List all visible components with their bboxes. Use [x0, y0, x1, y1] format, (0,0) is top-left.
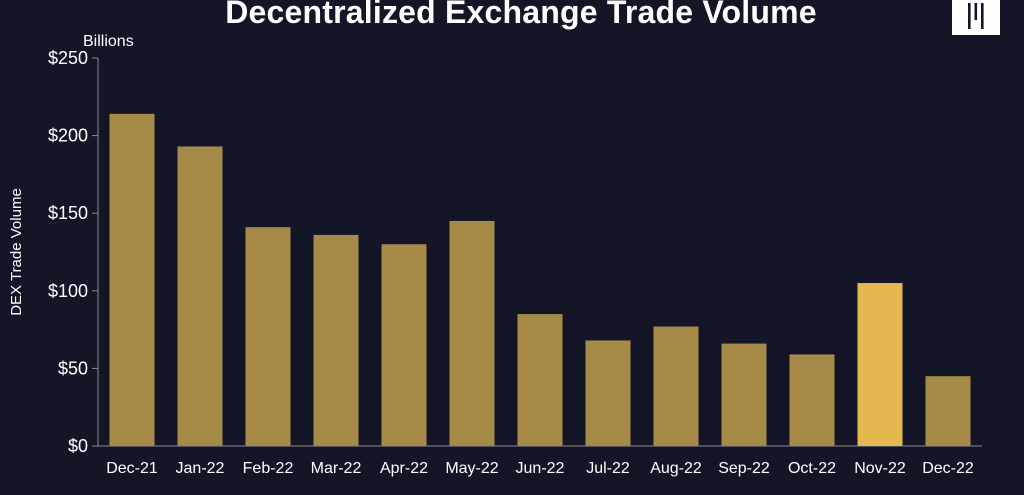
bars [109, 113, 971, 447]
x-tick-label: Aug-22 [650, 460, 702, 477]
x-tick-label: Mar-22 [311, 460, 362, 477]
x-tick-label: Nov-22 [854, 460, 906, 477]
x-ticks: Dec-21 Jan-22 Feb-22 Mar-22 Apr-22 May-22 Jun-… [106, 460, 974, 477]
x-tick-label: Jul-22 [586, 460, 630, 477]
x-tick-label: Sep-22 [718, 460, 770, 477]
y-ticks: $0 $50 $100 $150 $200 $250 [48, 48, 98, 456]
bar-dec-22 [925, 376, 971, 446]
bar-feb-22 [245, 227, 291, 446]
bar-aug-22 [653, 326, 699, 446]
x-tick-label: Dec-21 [106, 460, 158, 477]
y-tick-label: $150 [48, 203, 88, 223]
y-tick-label: $200 [48, 126, 88, 146]
y-tick-label: $50 [58, 358, 88, 378]
bar-nov-22 [857, 283, 903, 446]
x-tick-label: Dec-22 [922, 460, 974, 477]
x-tick-label: Feb-22 [243, 460, 294, 477]
y-axis-label: DEX Trade Volume [8, 188, 25, 316]
y-tick-label: $100 [48, 281, 88, 301]
bar-dec-21 [109, 113, 155, 446]
bar-mar-22 [313, 234, 359, 446]
chart-title: Decentralized Exchange Trade Volume [225, 0, 817, 30]
y-tick-label: $250 [48, 48, 88, 68]
x-tick-label: Oct-22 [788, 460, 836, 477]
logo-icon [952, 0, 1000, 35]
x-tick-label: Jan-22 [176, 460, 225, 477]
units-label: Billions [83, 33, 134, 50]
x-tick-label: Apr-22 [380, 460, 428, 477]
y-tick-label: $0 [68, 436, 88, 456]
x-tick-label: May-22 [445, 460, 498, 477]
bar-jan-22 [177, 146, 223, 447]
bar-may-22 [449, 220, 495, 446]
bar-jun-22 [517, 314, 563, 446]
bar-jul-22 [585, 340, 631, 446]
x-tick-label: Jun-22 [516, 460, 565, 477]
bar-oct-22 [789, 354, 835, 446]
bar-sep-22 [721, 343, 767, 446]
bar-apr-22 [381, 244, 427, 446]
